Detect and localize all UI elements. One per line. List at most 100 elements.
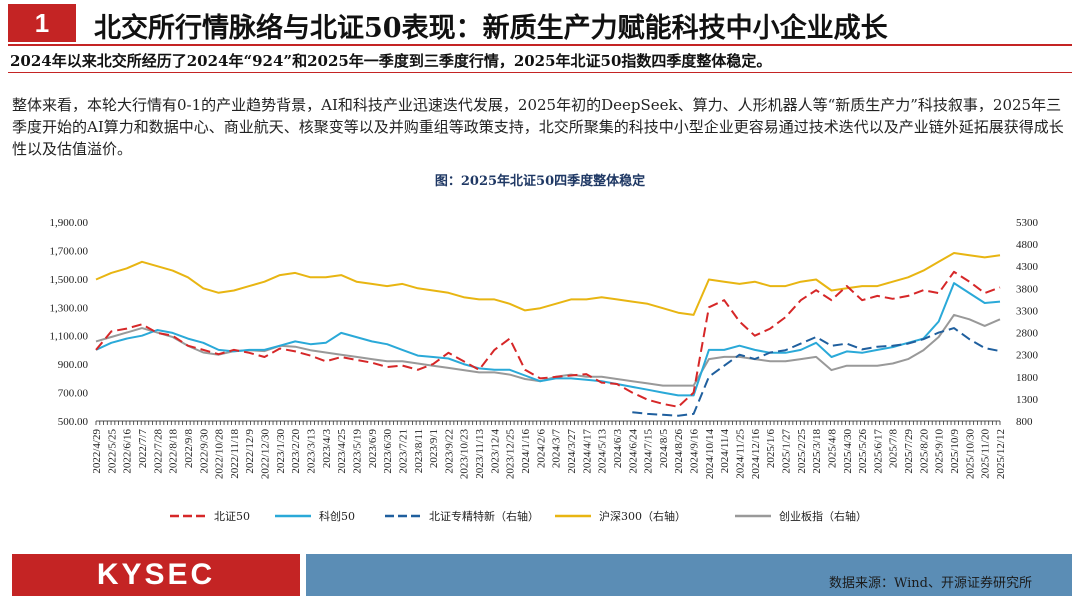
x-tick-label: 2025/10/9: [949, 429, 961, 474]
x-tick-label: 2024/4/17: [581, 429, 593, 474]
x-tick-label: 2022/8/18: [168, 429, 180, 474]
section-number: 1: [8, 4, 76, 42]
series-line-bz50: [95, 270, 1001, 408]
x-tick-label: 2024/8/5: [658, 429, 670, 469]
left-axis-tick-label: 1,700.00: [50, 245, 89, 257]
summary-divider: [8, 72, 1072, 73]
x-tick-label: 2023/11/13: [474, 429, 486, 479]
x-tick-label: 2022/5/25: [106, 429, 118, 474]
x-tick-label: 2023/2/20: [290, 429, 302, 474]
kysec-logo: KYSEC: [12, 554, 300, 596]
x-tick-label: 2023/6/9: [367, 429, 379, 469]
title-divider: [8, 44, 1072, 46]
header: 1 北交所行情脉络与北证50表现：新质生产力赋能科技中小企业成长: [0, 0, 1080, 46]
x-tick-label: 2022/10/28: [214, 429, 226, 480]
x-tick-label: 2024/12/16: [750, 429, 762, 480]
right-axis-tick-label: 800: [1016, 416, 1033, 428]
x-tick-label: 2022/4/29: [91, 429, 103, 474]
legend-label-kc50: 科创50: [319, 509, 355, 523]
series-line-kc50: [95, 282, 1001, 397]
x-tick-label: 2023/10/23: [459, 429, 471, 480]
x-tick-label: 2023/8/11: [413, 429, 425, 473]
x-tick-label: 2025/8/20: [918, 429, 930, 474]
x-tick-label: 2023/9/22: [443, 429, 455, 474]
x-tick-label: 2022/12/9: [244, 429, 256, 474]
x-tick-label: 2024/2/6: [535, 429, 547, 469]
right-axis-tick-label: 1300: [1016, 394, 1039, 406]
x-tick-label: 2023/1/30: [275, 429, 287, 474]
legend-label-bz50: 北证50: [214, 510, 250, 523]
x-tick-label: 2024/10/14: [704, 429, 716, 480]
page-title: 北交所行情脉络与北证50表现：新质生产力赋能科技中小企业成长: [94, 13, 888, 44]
x-tick-label: 2023/12/4: [489, 429, 501, 474]
x-tick-label: 2023/5/19: [351, 429, 363, 474]
right-axis-tick-label: 4300: [1016, 261, 1039, 273]
legend-label-bzzj: 北证专精特新（右轴）: [429, 509, 539, 523]
x-tick-label: 2022/9/8: [183, 429, 195, 469]
data-source: 数据来源：Wind、开源证券研究所: [829, 576, 1032, 591]
x-tick-label: 2025/11/20: [980, 429, 992, 479]
x-tick-label: 2025/7/8: [888, 429, 900, 469]
left-axis-tick-label: 1,900.00: [50, 217, 89, 229]
left-axis-tick-label: 1,100.00: [50, 331, 89, 343]
x-tick-label: 2025/5/26: [857, 429, 869, 474]
x-tick-label: 2025/4/8: [826, 429, 838, 469]
legend-label-hs300: 沪深300（右轴）: [599, 509, 686, 523]
x-tick-label: 2025/1/6: [765, 429, 777, 469]
x-tick-label: 2025/2/25: [796, 429, 808, 474]
x-tick-label: 2022/7/28: [152, 429, 164, 474]
x-tick-label: 2024/6/24: [627, 429, 639, 474]
x-tick-label: 2022/12/30: [260, 429, 272, 480]
right-axis-tick-label: 2300: [1016, 350, 1039, 362]
line-chart: 1,900.00 1,700.00 1,500.00 1,300.00 1,100.00…: [50, 217, 1039, 523]
x-tick-label: 2024/3/27: [566, 429, 578, 474]
source-bar: 数据来源：Wind、开源证券研究所: [306, 554, 1072, 596]
x-tick-label: 2023/4/25: [336, 429, 348, 474]
left-axis-tick-label: 700.00: [58, 388, 89, 400]
chart-title: 图：2025年北证50四季度整体稳定: [434, 174, 646, 189]
x-tick-label: 2025/1/27: [780, 429, 792, 474]
x-tick-label: 2025/4/30: [842, 429, 854, 474]
x-tick-label: 2024/7/15: [643, 429, 655, 474]
x-tick-label: 2024/8/26: [673, 429, 685, 474]
x-tick-label: 2023/9/1: [428, 429, 440, 468]
left-axis-tick-label: 900.00: [58, 359, 89, 371]
x-tick-label: 2023/12/25: [505, 429, 517, 480]
x-tick-label: 2022/7/7: [137, 429, 149, 469]
x-tick-label: 2025/9/10: [934, 429, 946, 474]
x-tick-label: 2022/11/18: [229, 429, 241, 479]
x-tick-label: 2024/1/16: [520, 429, 532, 474]
x-tick-label: 2022/9/30: [198, 429, 210, 474]
series-line-bzzj: [632, 327, 1001, 417]
x-tick-label: 2023/7/21: [397, 429, 409, 474]
x-tick-label: 2022/6/16: [122, 429, 134, 474]
x-tick-label: 2025/3/18: [811, 429, 823, 474]
right-axis-tick-label: 3800: [1016, 283, 1039, 295]
x-tick-label: 2023/3/13: [306, 429, 318, 474]
x-tick-label: 2025/6/17: [872, 429, 884, 474]
right-axis-tick-label: 1800: [1016, 372, 1039, 384]
left-axis-tick-label: 500.00: [58, 416, 89, 428]
x-tick-label: 2025/10/30: [964, 429, 976, 480]
summary-line: 2024年以来北交所经历了2024年“924”和2025年一季度到三季度行情，2…: [10, 52, 772, 70]
x-tick-label: 2025/12/12: [995, 429, 1007, 479]
x-tick-label: 2024/3/7: [551, 429, 563, 469]
x-tick-label: 2024/9/16: [689, 429, 701, 474]
left-axis-tick-label: 1,300.00: [50, 302, 89, 314]
x-tick-label: 2024/11/4: [719, 429, 731, 474]
footer: KYSEC 数据来源：Wind、开源证券研究所: [0, 552, 1080, 607]
x-tick-label: 2025/7/29: [903, 429, 915, 474]
right-axis-tick-label: 3300: [1016, 305, 1039, 317]
right-axis-tick-label: 5300: [1016, 217, 1039, 229]
series-line-hs300: [95, 252, 1001, 316]
body-paragraph: 整体来看，本轮大行情有0-1的产业趋势背景，AI和科技产业迅速迭代发展，2025…: [12, 96, 1064, 158]
x-tick-label: 2024/6/3: [612, 429, 624, 469]
left-axis-tick-label: 1,500.00: [50, 274, 89, 286]
x-tick-label: 2024/5/13: [597, 429, 609, 474]
x-tick-label: 2023/6/30: [382, 429, 394, 474]
x-tick-label: 2023/4/3: [321, 429, 333, 469]
legend-label-cyb: 创业板指（右轴）: [779, 509, 867, 523]
right-axis-tick-label: 4800: [1016, 239, 1039, 251]
x-tick-label: 2024/11/25: [735, 429, 747, 479]
right-axis-tick-label: 2800: [1016, 328, 1039, 340]
